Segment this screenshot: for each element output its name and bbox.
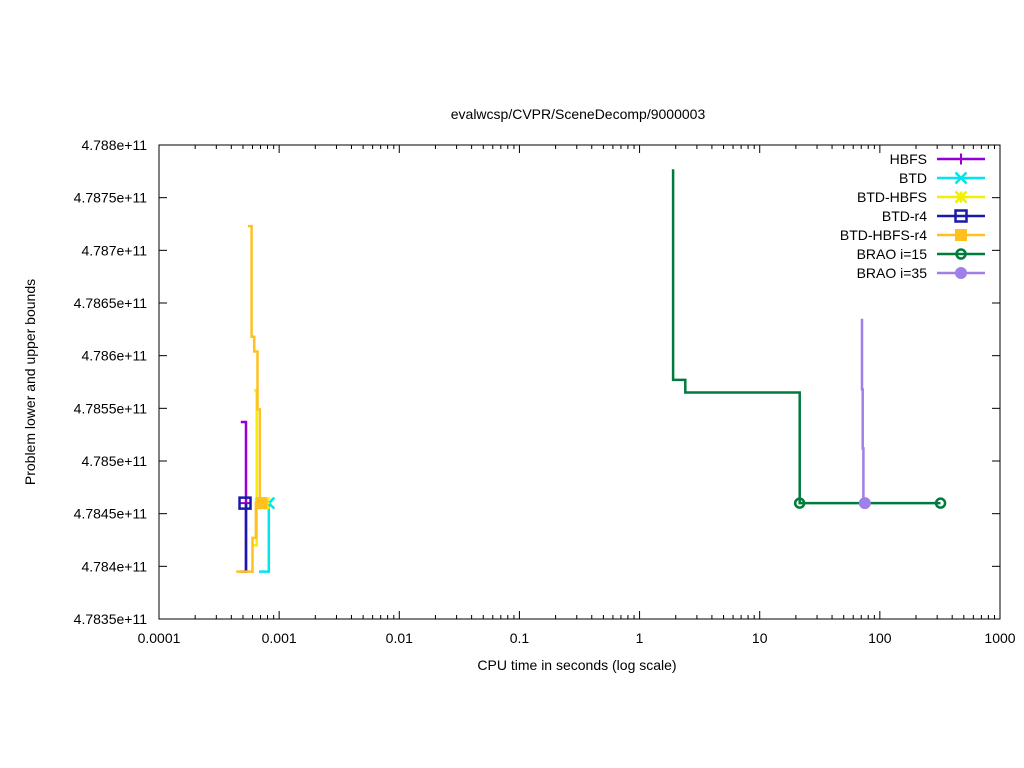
series-upper-line <box>860 318 865 504</box>
legend-item: BTD <box>899 170 985 186</box>
y-tick-label: 4.784e+11 <box>81 558 147 574</box>
legend-item: HBFS <box>890 151 985 167</box>
x-axis-label: CPU time in seconds (log scale) <box>477 657 676 673</box>
legend-item: BTD-r4 <box>882 208 985 224</box>
plot-frame <box>158 144 1001 620</box>
x-tick-label: 0.1 <box>510 630 530 646</box>
marker-star <box>954 190 968 204</box>
legend-label: BTD-HBFS <box>857 189 927 205</box>
series-marker <box>255 497 268 510</box>
series-marker <box>934 497 947 509</box>
marker-circle-open <box>934 497 947 509</box>
y-axis: 4.7835e+11 4.784e+11 4.7845e+11 4.785e+11 4.… <box>74 137 1000 627</box>
series-lower-line <box>259 503 271 573</box>
y-tick-label: 4.788e+11 <box>81 137 147 153</box>
y-tick-label: 4.7865e+11 <box>74 295 148 311</box>
y-tick-label: 4.7835e+11 <box>74 611 148 627</box>
marker-square <box>955 229 967 241</box>
marker-circle <box>858 497 871 510</box>
y-tick-label: 4.7855e+11 <box>74 400 148 416</box>
series-brao-i-15 <box>671 169 947 509</box>
marker-plus <box>955 153 967 165</box>
series-upper-line <box>247 224 262 505</box>
legend-marker <box>955 248 967 260</box>
legend-marker <box>954 190 968 204</box>
legend-label: BTD-r4 <box>882 208 927 224</box>
series-marker <box>858 497 871 510</box>
legend-marker <box>954 209 968 223</box>
x-tick-label: 10 <box>752 630 768 646</box>
y-tick-label: 4.785e+11 <box>81 453 147 469</box>
x-tick-label: 1000 <box>984 630 1015 646</box>
legend-label: BTD <box>899 170 927 186</box>
marker-circle <box>955 267 967 279</box>
marker-square <box>255 497 268 510</box>
legend-marker <box>955 229 967 241</box>
series-layer <box>236 169 947 573</box>
legend-label: HBFS <box>890 151 927 167</box>
marker-square-open <box>238 496 252 510</box>
series-marker <box>793 497 806 509</box>
legend-item: BTD-HBFS-r4 <box>840 227 985 243</box>
legend-marker <box>954 171 968 185</box>
marker-circle-open <box>955 248 967 260</box>
y-tick-label: 4.787e+11 <box>81 242 147 258</box>
legend-marker <box>955 153 967 165</box>
legend: HBFS BTD BTD-HBFS BTD-r4 BTD-HBFS-r4 BRAO i=1… <box>840 151 985 281</box>
series-brao-i-35 <box>858 318 871 510</box>
legend-item: BRAO i=15 <box>857 246 985 262</box>
y-tick-label: 4.7875e+11 <box>74 190 148 206</box>
marker-circle-open <box>793 497 806 509</box>
x-tick-label: 0.001 <box>262 630 297 646</box>
series-marker <box>238 496 252 510</box>
marker-cross <box>954 171 968 185</box>
legend-marker <box>955 267 967 279</box>
legend-label: BRAO i=15 <box>857 246 928 262</box>
x-tick-label: 100 <box>868 630 892 646</box>
series-upper-line <box>240 420 248 504</box>
legend-item: BRAO i=35 <box>857 265 985 281</box>
y-tick-label: 4.786e+11 <box>81 348 147 364</box>
legend-item: BTD-HBFS <box>857 189 985 205</box>
series-btd-hbfs-r4 <box>236 224 268 573</box>
legend-label: BRAO i=35 <box>857 265 928 281</box>
chart-title: evalwcsp/CVPR/SceneDecomp/9000003 <box>451 106 706 122</box>
x-tick-label: 0.01 <box>386 630 413 646</box>
x-tick-label: 0.0001 <box>138 630 181 646</box>
x-axis: 0.0001 0.001 0.01 0.1 1 10 100 1000 <box>138 145 1016 646</box>
x-tick-label: 1 <box>636 630 644 646</box>
legend-label: BTD-HBFS-r4 <box>840 227 927 243</box>
series-upper-line <box>671 169 941 505</box>
y-tick-label: 4.7845e+11 <box>74 506 148 522</box>
y-axis-label: Problem lower and upper bounds <box>22 279 38 485</box>
marker-square-open <box>954 209 968 223</box>
